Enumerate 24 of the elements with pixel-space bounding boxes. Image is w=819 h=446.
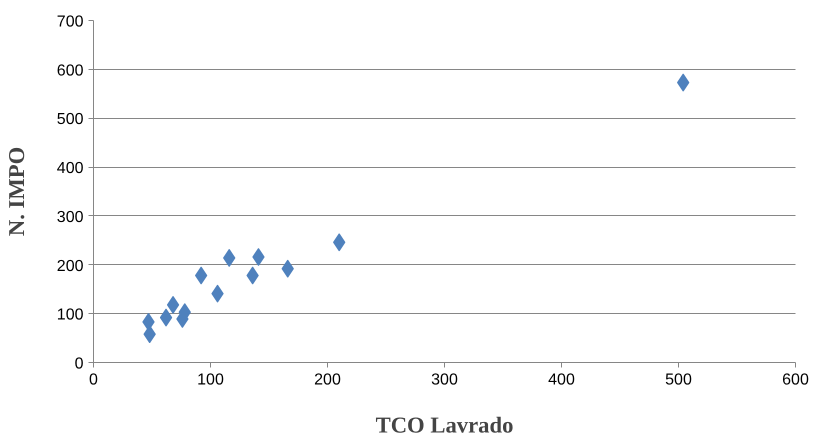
x-tick-label: 100 (197, 372, 224, 388)
x-tick-label: 0 (89, 372, 98, 388)
x-axis-title: TCO Lavrado (376, 412, 514, 438)
x-tick-label: 400 (548, 372, 575, 388)
y-tick-label: 700 (56, 14, 84, 30)
y-tick-label: 300 (56, 208, 84, 226)
y-tick-label: 400 (56, 160, 84, 178)
y-tick-label: 500 (56, 111, 84, 128)
point (166, 296, 180, 314)
point (211, 284, 224, 303)
x-tick-label: 200 (314, 372, 341, 388)
point (246, 266, 259, 285)
y-tick-label: 0 (74, 356, 84, 372)
point (252, 248, 265, 266)
x-tick-label: 500 (665, 372, 692, 388)
y-tick-label: 100 (56, 306, 84, 324)
point (143, 325, 156, 344)
y-tick-label: 200 (56, 258, 84, 275)
point (160, 308, 172, 327)
point (194, 266, 208, 285)
y-tick-label: 600 (56, 62, 84, 80)
x-tick-label: 300 (431, 372, 458, 388)
x-tick-label: 600 (782, 372, 809, 388)
y-axis-title: N. IMPO (4, 146, 29, 236)
